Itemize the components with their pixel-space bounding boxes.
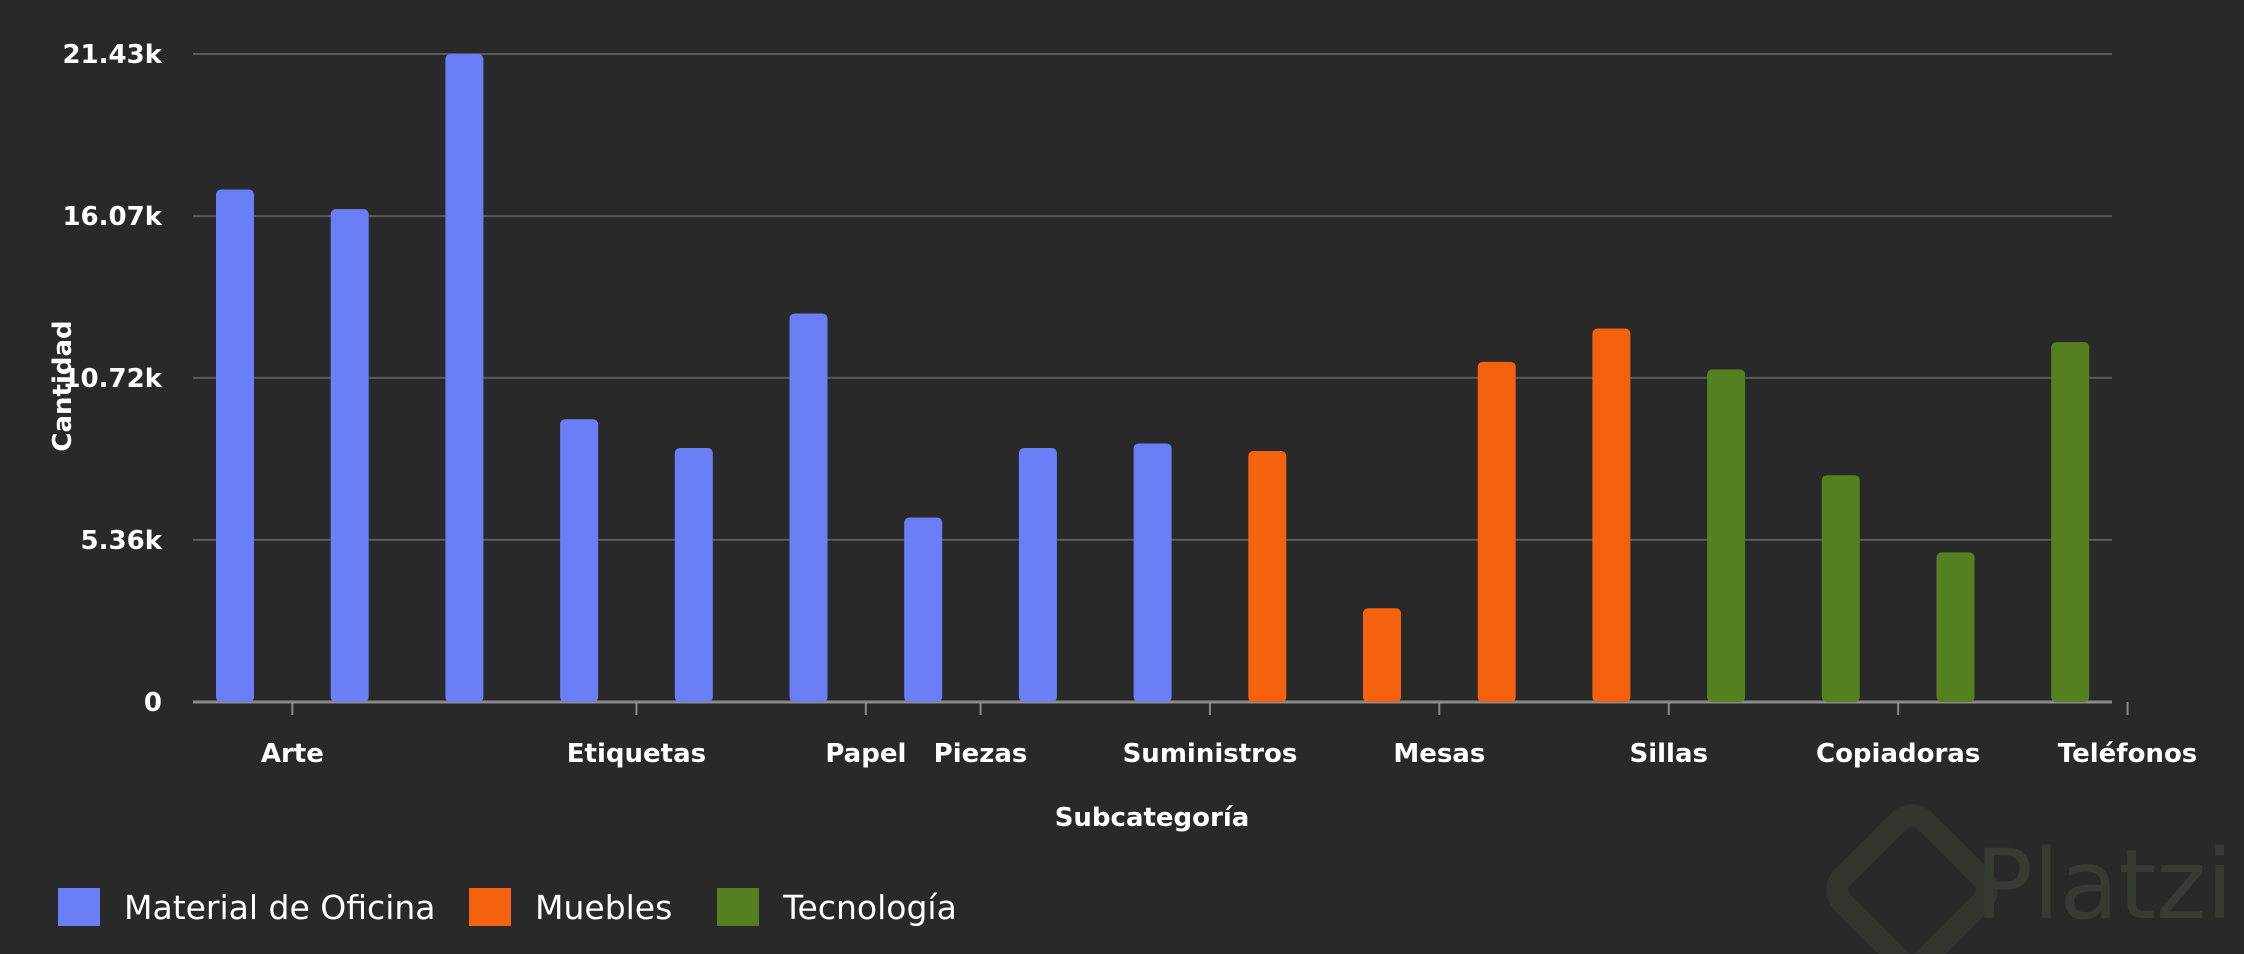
bar: [2051, 342, 2090, 702]
bar: [1248, 451, 1287, 702]
x-tick-label: Piezas: [934, 739, 1028, 769]
bar: [1363, 608, 1401, 702]
bar: [1018, 448, 1057, 702]
x-tick-label: Etiquetas: [567, 739, 706, 769]
x-tick-label: Suministros: [1123, 739, 1298, 769]
x-tick-label: Papel: [825, 739, 906, 769]
bar: [1707, 369, 1746, 702]
x-tick-label: Arte: [261, 739, 324, 769]
bar: [1936, 552, 1975, 702]
legend-item: Tecnología: [717, 888, 957, 927]
bar: [674, 448, 713, 702]
bar: [560, 419, 599, 702]
bar: [789, 313, 828, 702]
legend-label: Material de Oficina: [124, 888, 436, 927]
y-tick-label: 21.43k: [62, 40, 162, 70]
bar: [445, 54, 484, 702]
y-axis-tick-labels: 0 5.36k 10.72k 16.07k 21.43k: [62, 40, 162, 718]
bar: [1133, 443, 1172, 702]
x-axis-title: Subcategoría: [1055, 803, 1250, 833]
legend-item: Muebles: [469, 888, 672, 927]
y-tick-label: 10.72k: [62, 364, 162, 394]
svg-text:Platzi: Platzi: [1975, 829, 2233, 941]
legend-label: Tecnología: [782, 888, 957, 927]
x-tick-label: Mesas: [1393, 739, 1485, 769]
bar: [216, 189, 254, 702]
legend-item: Material de Oficina: [58, 888, 436, 927]
legend-swatch: [58, 888, 100, 926]
x-tick-label: Copiadoras: [1816, 739, 1980, 769]
platzi-watermark: Platzi: [1826, 804, 2233, 954]
y-tick-label: 0: [144, 688, 162, 718]
legend-swatch: [717, 888, 759, 926]
legend-swatch: [469, 888, 511, 926]
x-tick-label: Teléfonos: [2058, 739, 2197, 769]
legend: Material de Oficina Muebles Tecnología: [58, 888, 957, 927]
platzi-logo-icon: [1826, 804, 1998, 954]
y-tick-label: 16.07k: [62, 202, 162, 232]
y-axis-title: Cantidad: [48, 320, 78, 451]
bar: [1477, 361, 1516, 702]
y-tick-label: 5.36k: [81, 526, 163, 556]
bar: [1592, 328, 1631, 702]
bar: [1821, 475, 1860, 702]
bar: [904, 517, 943, 702]
bar: [330, 209, 369, 703]
bars: [216, 54, 2090, 703]
x-axis: Arte Etiquetas Papel Piezas Suministros Mesas…: [261, 702, 2197, 769]
legend-label: Muebles: [535, 888, 672, 927]
x-tick-label: Sillas: [1630, 739, 1708, 769]
